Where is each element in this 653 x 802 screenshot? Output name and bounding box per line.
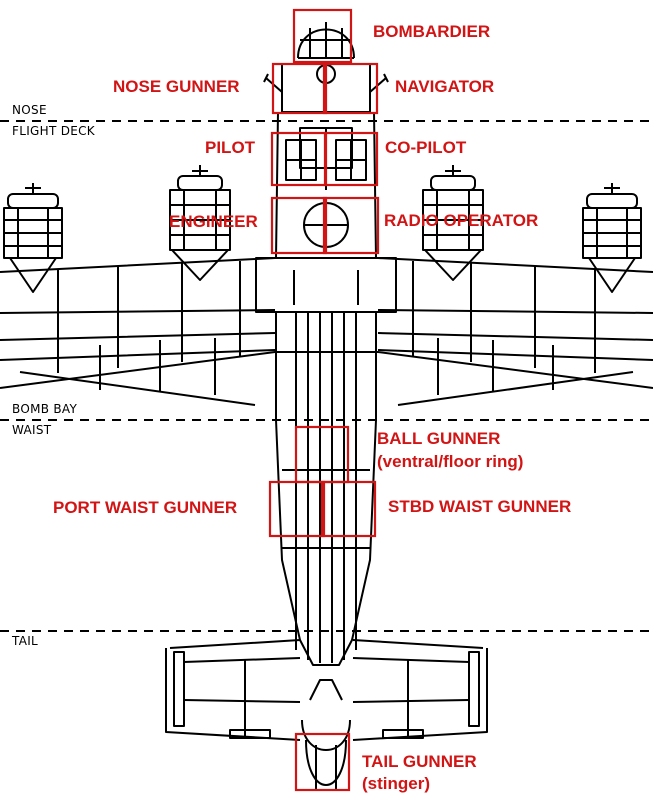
radio-operator-label: RADIO OPERATOR — [384, 211, 539, 230]
engine-stbd-inner — [422, 165, 484, 281]
section-label-tail: TAIL — [12, 634, 39, 648]
section-label-nose: NOSE — [12, 103, 47, 117]
pilot-label: PILOT — [205, 138, 256, 157]
engineer-label: ENGINEER — [169, 212, 258, 231]
port-waist-gunner-label: PORT WAIST GUNNER — [53, 498, 238, 517]
navigator-box — [322, 62, 379, 115]
tail-gunner-box — [294, 732, 351, 792]
engine-stbd-outer — [582, 183, 642, 293]
engine-port-inner — [169, 165, 231, 281]
radio-operator-box — [322, 196, 380, 255]
co-pilot-label: CO-PILOT — [385, 138, 467, 157]
section-dividers — [0, 120, 653, 632]
crew-position-boxes — [268, 8, 380, 792]
section-label-waist: WAIST — [12, 423, 52, 437]
engine-port-outer — [3, 183, 63, 293]
ball-gunner-box — [294, 425, 350, 484]
tail-gunner-label: TAIL GUNNER — [362, 752, 477, 771]
tail-assembly — [165, 639, 488, 790]
bombardier-label: BOMBARDIER — [373, 22, 491, 41]
tail-gunner-note: (stinger) — [362, 774, 430, 793]
fuselage — [255, 22, 397, 666]
bombardier-box — [292, 8, 353, 64]
stbd-waist-gunner-box — [320, 480, 377, 538]
ball-gunner-label: BALL GUNNER — [377, 429, 501, 448]
engineer-box — [270, 196, 328, 255]
wing — [0, 257, 653, 406]
nose-gunner-label: NOSE GUNNER — [113, 77, 240, 96]
section-label-flight-deck: FLIGHT DECK — [12, 124, 95, 138]
nose-gunner-box — [271, 62, 328, 115]
navigator-label: NAVIGATOR — [395, 77, 495, 96]
co-pilot-box — [323, 131, 379, 187]
section-label-bomb-bay: BOMB BAY — [12, 402, 78, 416]
ball-gunner-note: (ventral/floor ring) — [377, 452, 524, 471]
stbd-waist-gunner-label: STBD WAIST GUNNER — [388, 497, 572, 516]
port-waist-gunner-box — [268, 480, 326, 538]
